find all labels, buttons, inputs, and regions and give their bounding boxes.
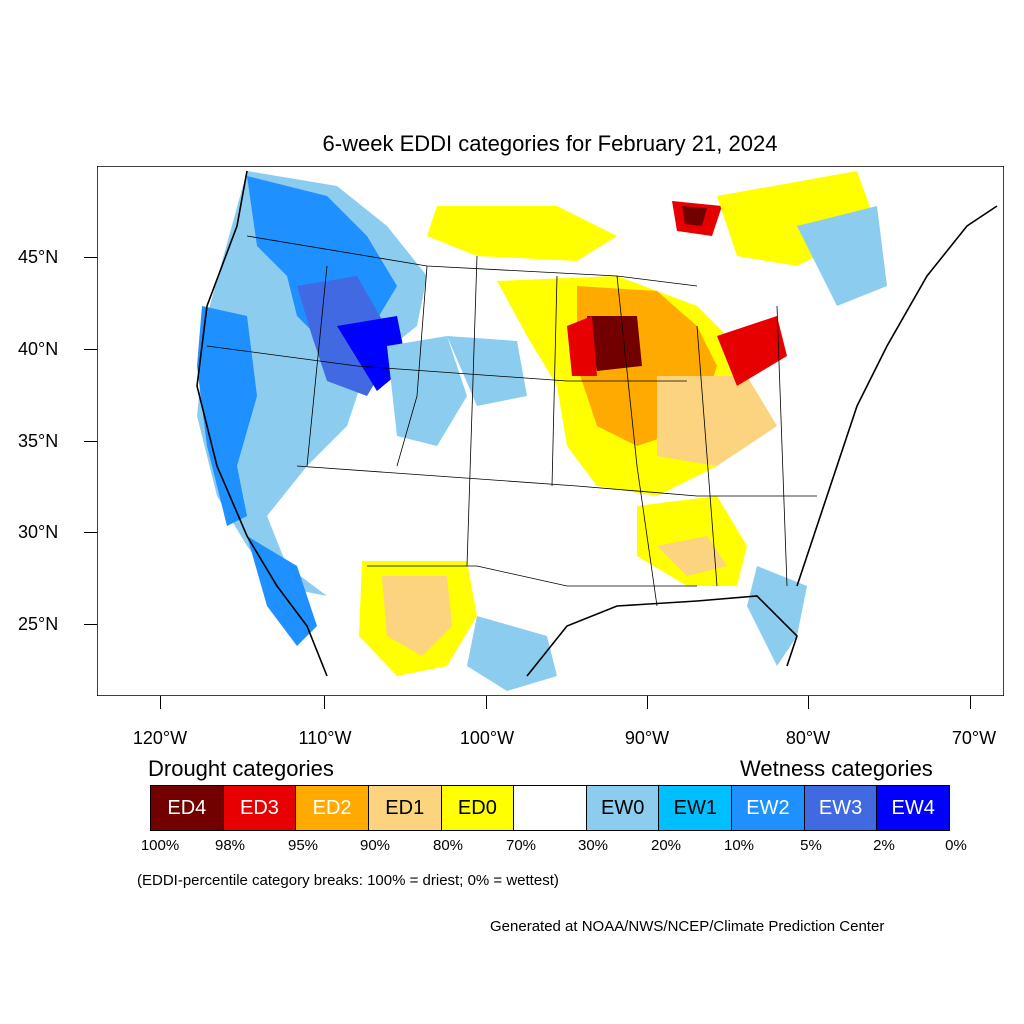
map-canvas	[97, 166, 1004, 696]
legend-swatch-ed0: ED0	[441, 786, 515, 830]
legend-swatch-ed1: ED1	[368, 786, 442, 830]
legend-break-label: 90%	[359, 837, 391, 854]
coastline	[196, 170, 998, 677]
category-fill-layer	[197, 171, 887, 691]
legend-swatch-ew4: EW4	[877, 786, 950, 830]
legend-swatch-ew3: EW3	[804, 786, 878, 830]
lon-tick	[808, 696, 809, 709]
wetness-categories-heading: Wetness categories	[740, 756, 933, 781]
legend-break-label: 0%	[945, 837, 967, 854]
legend-swatch-ed4: ED4	[151, 786, 224, 830]
legend-break-label: 20%	[650, 837, 682, 854]
state-boundaries	[206, 235, 817, 607]
lat-tick	[84, 532, 97, 533]
legend-swatch-ed3: ED3	[223, 786, 297, 830]
lon-tick	[486, 696, 487, 709]
lon-label-110w: 110°W	[298, 728, 352, 748]
lat-label-25: 25°N	[18, 614, 59, 634]
legend-break-label: 95%	[287, 837, 319, 854]
lon-tick	[160, 696, 161, 709]
credit-line: Generated at NOAA/NWS/NCEP/Climate Predi…	[490, 918, 885, 935]
legend-break-label: 70%	[505, 837, 537, 854]
lon-tick	[970, 696, 971, 709]
lon-label-120w: 120°W	[132, 728, 188, 748]
legend-break-label: 5%	[800, 837, 822, 854]
lon-label-100w: 100°W	[459, 728, 515, 748]
legend-swatch-ed2: ED2	[296, 786, 369, 830]
legend-break-label: 2%	[873, 837, 895, 854]
drought-categories-heading: Drought categories	[148, 756, 334, 781]
map-title: 6-week EDDI categories for February 21, …	[322, 131, 778, 156]
category-breaks-note: (EDDI-percentile category breaks: 100% =…	[137, 872, 559, 889]
lat-label-35: 35°N	[18, 431, 59, 451]
lat-tick	[84, 349, 97, 350]
legend-color-bar: ED4 ED3 ED2 ED1 ED0 EW0 EW1 EW2 EW3 EW4	[150, 785, 950, 831]
legend-break-label: 80%	[432, 837, 464, 854]
lon-label-80w: 80°W	[785, 728, 831, 748]
lat-label-45: 45°N	[18, 247, 59, 267]
legend-break-label: 30%	[577, 837, 609, 854]
lon-tick	[647, 696, 648, 709]
lat-label-40: 40°N	[18, 339, 59, 359]
legend-swatch-ew1: EW1	[659, 786, 733, 830]
lon-label-70w: 70°W	[951, 728, 997, 748]
legend-break-label: 98%	[214, 837, 246, 854]
legend-break-label: 100%	[140, 837, 180, 854]
lat-tick	[84, 441, 97, 442]
lat-tick	[84, 624, 97, 625]
legend-swatch-neutral	[514, 786, 587, 830]
lon-label-90w: 90°W	[624, 728, 670, 748]
legend-break-label: 10%	[723, 837, 755, 854]
legend-swatch-ew0: EW0	[586, 786, 660, 830]
legend-swatch-ew2: EW2	[732, 786, 805, 830]
lat-tick	[84, 257, 97, 258]
lon-tick	[324, 696, 325, 709]
lat-label-30: 30°N	[18, 522, 59, 542]
